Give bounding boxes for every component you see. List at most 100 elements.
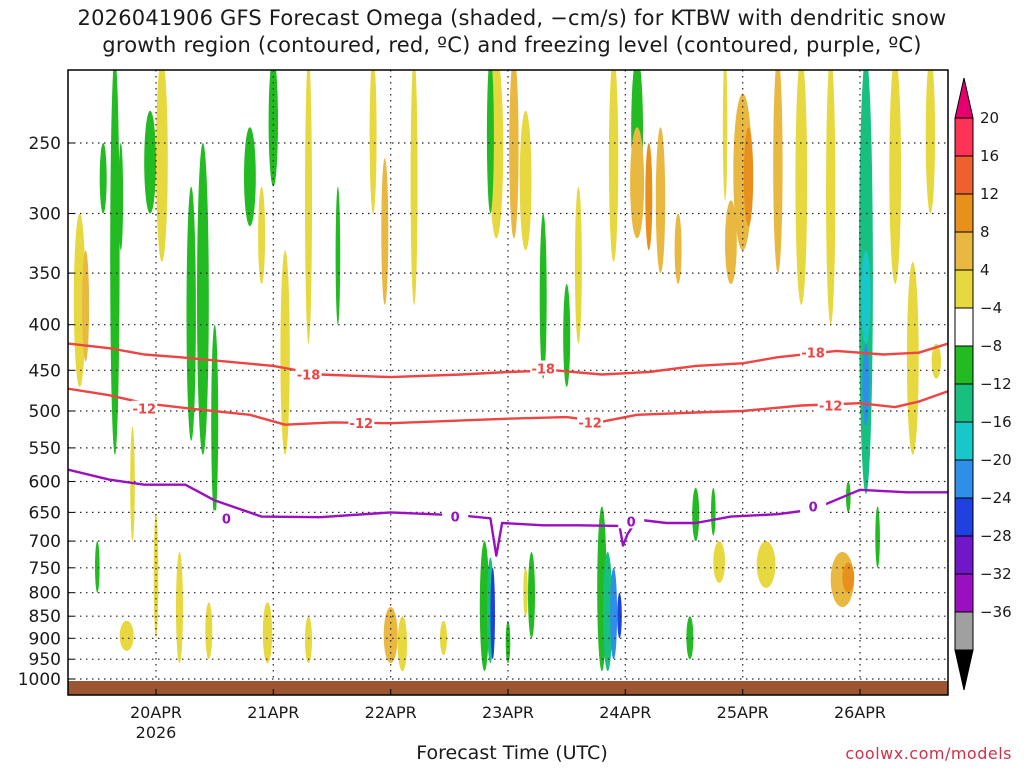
omega-shade-cell (369, 70, 377, 214)
y-tick-label: 800 (29, 584, 61, 604)
y-tick-label: 950 (29, 650, 61, 670)
x-tick-label: 24APR (599, 703, 651, 722)
colorbar-label: −16 (980, 413, 1012, 431)
omega-shade-cell (397, 616, 408, 672)
y-tick-label: 650 (29, 503, 61, 523)
x-axis-label: Forecast Time (UTC) (416, 742, 608, 764)
chart-subtitle: growth region (contoured, red, ºC) and f… (102, 33, 922, 57)
contour-label: 0 (222, 512, 231, 527)
omega-shade-cell (725, 200, 737, 284)
plot-frame (67, 69, 949, 696)
omega-shade-cell (630, 127, 645, 239)
x-year-label: 2026 (136, 723, 177, 742)
source-credit: coolwx.com/models (845, 744, 1012, 763)
omega-shade-cell (244, 127, 256, 227)
omega-shade-cell (617, 592, 622, 639)
omega-shade-cell (95, 541, 100, 593)
colorbar-max-arrow (954, 77, 974, 119)
omega-shade-cell (505, 620, 511, 664)
colorbar-label: −36 (980, 603, 1012, 621)
contour-label: -12 (133, 403, 157, 418)
contour-label-bg (442, 508, 469, 524)
x-tick-label: 21APR (247, 703, 299, 722)
omega-shade-cell (795, 70, 808, 305)
colorbar-label: −32 (980, 565, 1012, 583)
y-tick-label: 900 (29, 629, 61, 649)
y-tick-label: 300 (29, 205, 61, 225)
colorbar-swatch (954, 611, 974, 651)
omega-shade-cell (509, 70, 519, 239)
contour-line (68, 342, 948, 379)
omega-shade-cell (305, 70, 312, 344)
omega-shade-cell (931, 343, 941, 379)
omega-shade-cell (110, 70, 120, 455)
omega-shade-cell (563, 284, 571, 387)
contour-label: -18 (297, 369, 321, 384)
colorbar-swatch (954, 231, 974, 271)
omega-shade-cell (539, 213, 547, 379)
contour-label-bg (348, 415, 375, 431)
omega-shade-cell (528, 552, 535, 639)
contour-label: -12 (350, 417, 374, 432)
omega-shade-cell (523, 567, 528, 617)
colorbar-label: −12 (980, 375, 1012, 393)
omega-shade-cell (262, 602, 273, 664)
omega-shade-cell (862, 343, 870, 427)
omega-shade-cell (597, 506, 607, 672)
omega-shade-cell (130, 426, 135, 542)
colorbar-label: −20 (980, 451, 1012, 469)
y-tick-label: 550 (29, 439, 61, 459)
contour-label: -18 (531, 363, 555, 378)
omega-shade-cell (410, 70, 418, 305)
omega-shade-cell (156, 70, 168, 262)
x-tick-label: 20APR (130, 703, 182, 722)
y-tick-label: 600 (29, 473, 61, 493)
omega-shade-cell (692, 487, 700, 542)
colorbar-swatch (954, 497, 974, 537)
omega-shade-cell (603, 552, 613, 672)
y-tick-label: 450 (29, 361, 61, 381)
colorbar-label: 16 (980, 147, 999, 165)
y-tick-label: 1000 (18, 670, 61, 690)
omega-shade-cell (846, 481, 851, 513)
y-tick-label: 850 (29, 607, 61, 627)
omega-shade-cell (722, 70, 728, 201)
omega-shade-cell (118, 143, 124, 251)
y-tick-label: 250 (29, 134, 61, 154)
omega-shade-cell (197, 143, 209, 455)
contour-label: -12 (819, 400, 843, 415)
omega-shade-cell (383, 607, 398, 664)
omega-shade-cell (205, 602, 213, 660)
omega-shade-cell (211, 324, 219, 519)
colorbar-label: −4 (980, 299, 1002, 317)
ground-strip (68, 681, 948, 695)
omega-shade-cell (773, 70, 783, 274)
omega-shade-cell (381, 158, 389, 305)
contour-line (68, 468, 948, 557)
omega-shade-cell (610, 567, 618, 660)
contour-label-bg (577, 414, 604, 430)
x-tick-label: 26APR (834, 703, 886, 722)
omega-shade-cell (280, 250, 290, 455)
colorbar-label: −28 (980, 527, 1012, 545)
contour-label-bg (213, 510, 240, 526)
colorbar-min-arrow (954, 649, 974, 691)
omega-shade-cell (826, 70, 836, 325)
colorbar-label: 20 (980, 109, 999, 127)
contour-label-bg (530, 360, 557, 376)
omega-shade-cell (268, 70, 278, 187)
contour-label-bg (131, 400, 158, 416)
colorbar-label: 8 (980, 223, 990, 241)
colorbar-swatch (954, 307, 974, 347)
colorbar-label: −24 (980, 489, 1012, 507)
colorbar-swatch (954, 421, 974, 461)
omega-shade-cell (743, 127, 754, 227)
omega-shade-cell (440, 620, 447, 656)
omega-shade-cell (176, 552, 183, 664)
contour-label-bg (295, 366, 322, 382)
omega-shade-cell (574, 186, 582, 344)
omega-shade-cell (655, 127, 666, 274)
contour-line (68, 387, 948, 426)
omega-shade-cell (608, 70, 619, 262)
colorbar-label: 4 (980, 261, 990, 279)
